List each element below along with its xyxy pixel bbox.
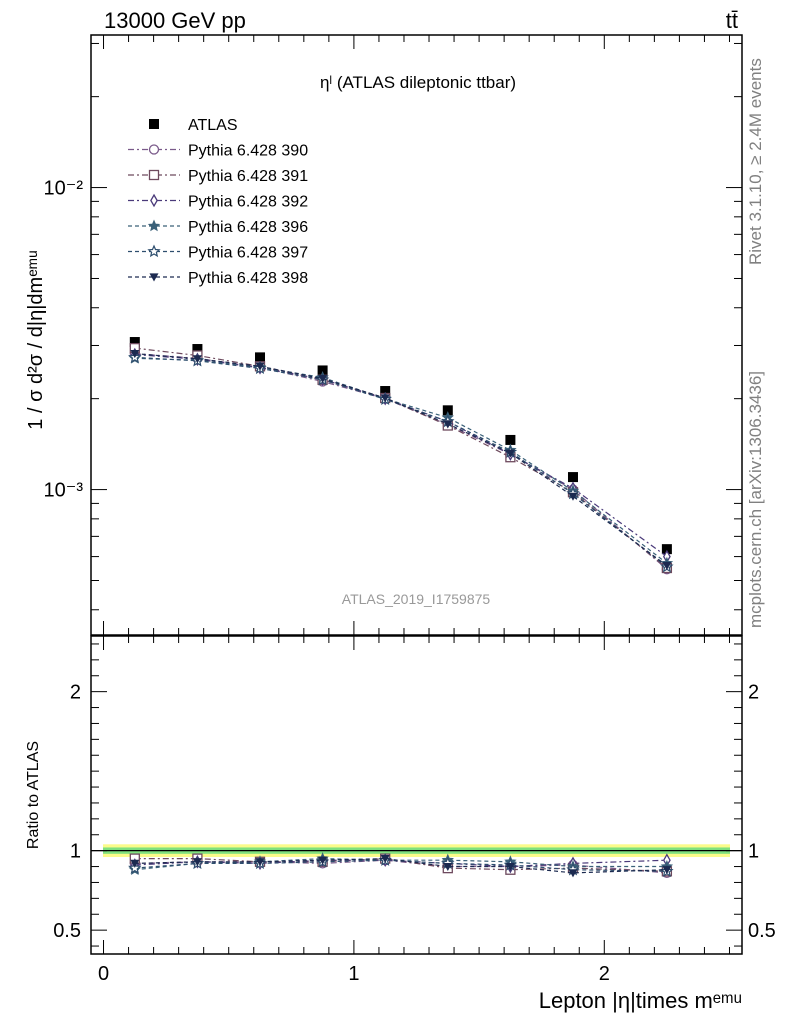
- x-tick-label: 0: [98, 963, 109, 985]
- legend-label: ATLAS: [188, 117, 238, 134]
- ratio-point: [192, 858, 202, 867]
- ratio-point: [443, 862, 453, 872]
- legend-item: Pythia 6.428 392: [128, 194, 308, 211]
- x-tick-label: 2: [599, 963, 610, 985]
- data-point: [192, 344, 203, 355]
- x-axis-label: Lepton |η|times mᵉᵐᵘ: [539, 988, 742, 1013]
- legend: ATLAS Pythia 6.428 390 Pythia 6.428 391 Pyt…: [128, 117, 308, 287]
- data-point: [442, 405, 453, 416]
- data-point: [130, 349, 140, 359]
- series-line: [134, 353, 668, 570]
- ratio-point: [505, 862, 515, 872]
- legend-item: Pythia 6.428 390: [128, 143, 308, 160]
- ratio-axis-ticks: 0.5 0.5 1 1 2 2 0 1 2: [53, 636, 776, 985]
- legend-marker: [148, 144, 160, 155]
- main-y-tick-label: 10⁻²: [44, 178, 84, 200]
- energy-label: 13000 GeV pp: [104, 8, 246, 33]
- legend-marker: [148, 169, 160, 181]
- main-y-axis-label: 1 / σ d²σ / d|η|dmᵉᵐᵘ: [25, 250, 47, 429]
- series-pythia-6-428-391: [129, 342, 673, 574]
- analysis-watermark: ATLAS_2019_I1759875: [342, 591, 491, 607]
- series-line: [134, 353, 668, 558]
- main-axis-ticks: 10⁻³ 10⁻²: [44, 35, 742, 635]
- data-point: [567, 472, 578, 483]
- legend-marker: [147, 219, 161, 232]
- ratio-point: [130, 859, 140, 868]
- series-line: [134, 356, 668, 568]
- ratio-point: [255, 858, 265, 867]
- ratio-y-tick-label-right: 2: [748, 682, 759, 704]
- version-label: Rivet 3.1.10, ≥ 2.4M events: [746, 58, 765, 265]
- series-pythia-6-428-398: [130, 349, 672, 571]
- ratio-y-axis-label: Ratio to ATLAS: [25, 741, 42, 849]
- ratio-panel: 0.5 0.5 1 1 2 2 0 1 2 Ratio to ATLAS Lepton |η|t…: [25, 635, 776, 1013]
- main-y-tick-label: 10⁻³: [44, 480, 84, 502]
- series-atlas: [129, 337, 672, 555]
- data-point: [505, 449, 515, 458]
- main-panel: 10⁻³ 10⁻² ηˡ (ATLAS dileptonic ttbar) ATL…: [25, 34, 743, 636]
- ratio-y-tick-label-right: 0.5: [748, 920, 776, 942]
- ratio-point: [662, 866, 672, 875]
- ratio-point: [568, 869, 578, 878]
- data-point: [318, 375, 328, 384]
- legend-label: Pythia 6.428 397: [188, 245, 308, 262]
- series-line: [134, 357, 668, 564]
- legend-marker: [149, 273, 159, 282]
- x-tick-label: 1: [348, 963, 359, 985]
- ratio-y-tick-label: 2: [70, 682, 81, 704]
- series-pythia-6-428-397: [128, 350, 674, 573]
- data-point: [255, 362, 265, 371]
- series-pythia-6-428-396: [128, 351, 674, 569]
- ratio-uncertainty-band: [91, 844, 742, 858]
- legend-label: Pythia 6.428 398: [188, 270, 308, 287]
- data-point: [505, 434, 516, 445]
- legend-label: Pythia 6.428 396: [188, 219, 308, 236]
- main-plot-frame: [90, 34, 743, 636]
- legend-item: Pythia 6.428 391: [128, 168, 308, 185]
- ratio-plot-frame: [90, 635, 743, 955]
- ratio-series-pythia-6-428-398: [130, 855, 672, 878]
- ratio-plot-series: [128, 852, 674, 879]
- reference-label: mcplots.cern.ch [arXiv:1306.3436]: [746, 371, 765, 628]
- ratio-point: [318, 856, 328, 865]
- data-point: [662, 562, 672, 571]
- data-point: [380, 394, 390, 403]
- legend-item: Pythia 6.428 398: [128, 270, 308, 287]
- process-label: tt̄: [726, 8, 738, 33]
- legend-item: Pythia 6.428 397: [128, 244, 308, 262]
- legend-marker: [149, 119, 159, 129]
- series-line: [134, 353, 668, 567]
- data-point: [129, 337, 140, 348]
- data-point: [443, 420, 453, 429]
- data-point: [317, 365, 328, 376]
- legend-item: Pythia 6.428 396: [128, 219, 308, 236]
- legend-item: ATLAS: [149, 117, 238, 134]
- ratio-y-tick-label: 0.5: [53, 920, 81, 942]
- ratio-y-tick-label: 1: [70, 841, 81, 863]
- legend-marker: [147, 244, 161, 258]
- ratio-point: [380, 855, 390, 864]
- data-point: [661, 544, 672, 555]
- legend-marker: [150, 193, 158, 208]
- series-line: [134, 347, 668, 569]
- legend-label: Pythia 6.428 392: [188, 194, 308, 211]
- series-pythia-6-428-390: [129, 348, 673, 575]
- data-point: [192, 355, 202, 364]
- main-plot-series: [128, 337, 674, 575]
- legend-label: Pythia 6.428 391: [188, 168, 308, 185]
- data-point: [380, 386, 391, 397]
- legend-label: Pythia 6.428 390: [188, 143, 308, 160]
- main-plot-title: ηˡ (ATLAS dileptonic ttbar): [320, 73, 516, 92]
- series-pythia-6-428-392: [130, 347, 671, 564]
- data-point: [255, 352, 266, 363]
- ratio-y-tick-label-right: 1: [748, 841, 759, 863]
- data-point: [568, 492, 578, 501]
